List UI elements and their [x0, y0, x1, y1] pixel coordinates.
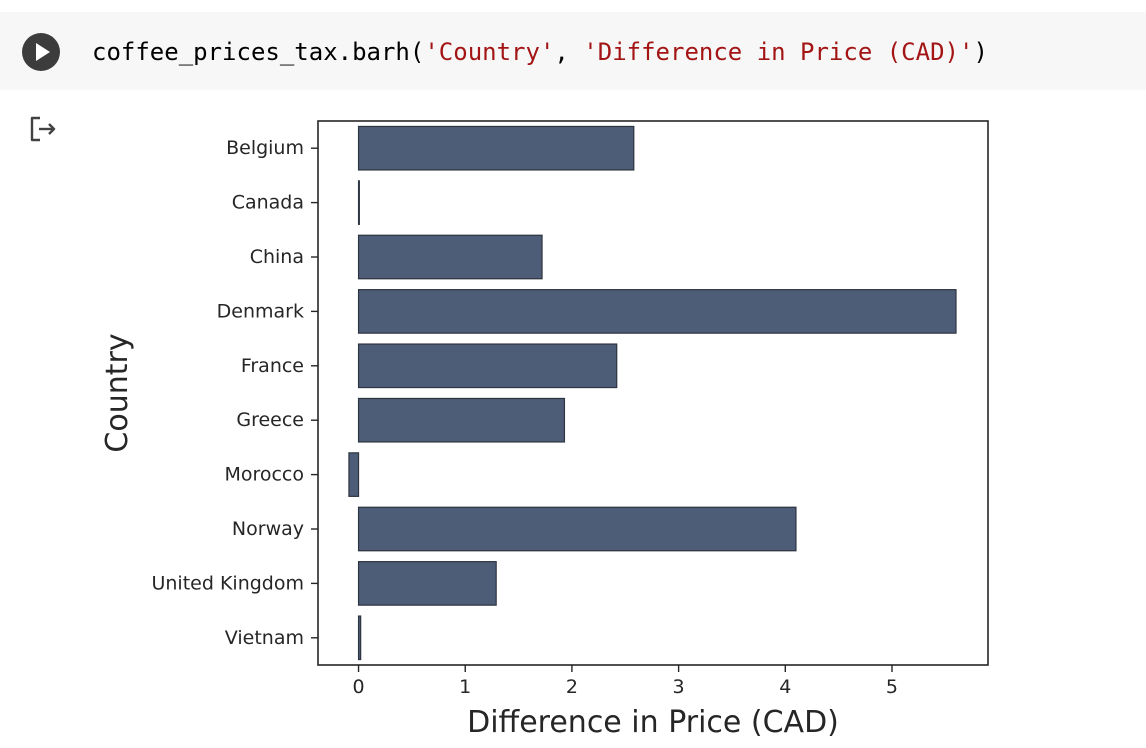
bar-belgium — [357, 125, 635, 171]
code-cell: coffee_prices_tax.barh('Country', 'Diffe… — [0, 12, 1146, 90]
x-tick-label: 4 — [779, 676, 791, 698]
code-separator: , — [554, 38, 584, 66]
y-tick-label: China — [250, 246, 304, 268]
x-tick-label: 0 — [352, 676, 364, 698]
bar-norway — [357, 506, 797, 552]
y-tick-label: Norway — [232, 518, 304, 540]
code-arg-difference: 'Difference in Price (CAD)' — [583, 38, 974, 66]
bar-vietnam — [357, 615, 362, 661]
x-tick-label: 1 — [459, 676, 471, 698]
code-arg-country: 'Country' — [424, 38, 555, 66]
y-tick-label: France — [241, 355, 304, 377]
play-icon — [36, 43, 50, 61]
run-cell-button[interactable] — [22, 33, 60, 71]
y-tick-label: Greece — [236, 409, 304, 431]
y-axis-label: Country — [100, 333, 135, 452]
code-suffix: ) — [973, 38, 988, 66]
y-tick-label: Belgium — [226, 137, 304, 159]
x-tick-label: 5 — [886, 676, 898, 698]
y-tick-label: Denmark — [217, 300, 304, 322]
x-axis-label: Difference in Price (CAD) — [467, 705, 839, 740]
bar-greece — [357, 397, 566, 443]
bar-united-kingdom — [357, 561, 497, 606]
bar-chart-svg: Belgium Canada China Denmark France Greece Mor… — [100, 120, 989, 740]
output-redirect-icon[interactable] — [26, 112, 60, 146]
y-tick-label: United Kingdom — [151, 572, 304, 594]
chart: Belgium Canada China Denmark France Greece Mor… — [90, 100, 1010, 745]
bar-morocco — [348, 452, 360, 497]
x-tick-label: 2 — [566, 676, 578, 698]
bar-france — [357, 343, 618, 389]
y-tick-label: Morocco — [224, 464, 304, 486]
bar-canada — [357, 180, 360, 225]
bar-denmark — [357, 289, 957, 334]
x-tick-label: 3 — [673, 676, 685, 698]
code-prefix: coffee_prices_tax.barh( — [92, 38, 425, 66]
plot-frame — [317, 120, 989, 666]
y-tick-label: Vietnam — [225, 627, 304, 649]
code-line[interactable]: coffee_prices_tax.barh('Country', 'Diffe… — [92, 36, 988, 68]
bar-china — [357, 234, 543, 280]
y-tick-label: Canada — [232, 192, 304, 214]
